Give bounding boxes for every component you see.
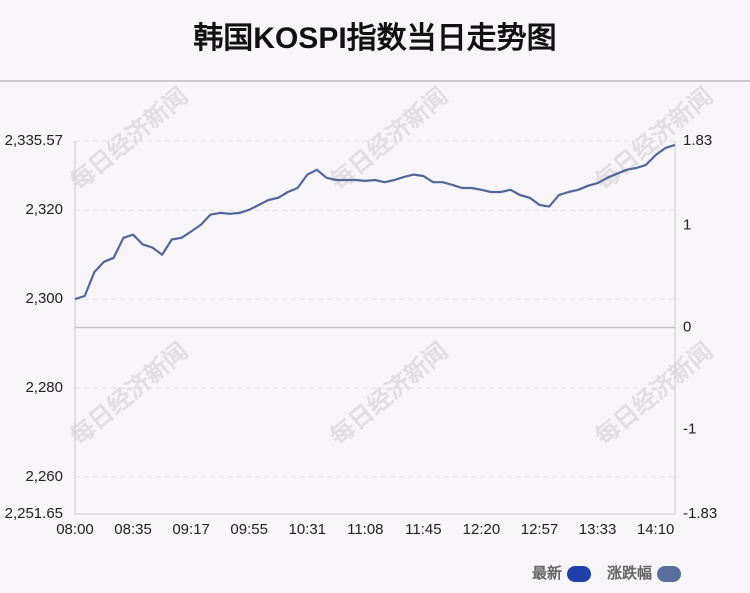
y2-tick-label: -1.83 [683,505,717,522]
y2-tick-label: -1 [683,420,696,437]
chart-title: 韩国KOSPI指数当日走势图 [193,22,556,55]
legend-label: 最新 [532,564,562,582]
x-tick-label: 13:33 [579,521,617,538]
x-tick-label: 09:17 [172,521,210,538]
y2-tick-label: 1.83 [683,132,712,149]
x-tick-label: 12:57 [521,521,559,538]
legend-label: 涨跌幅 [607,564,652,582]
y-tick-label: 2,251.65 [5,505,63,522]
x-tick-label: 10:31 [288,521,326,538]
legend-swatch [567,566,592,582]
x-tick-label: 11:08 [347,521,383,538]
y-tick-label: 2,280 [25,379,63,396]
y-tick-label: 2,260 [25,468,63,485]
x-tick-label: 14:10 [637,521,675,538]
x-tick-label: 11:45 [405,521,441,538]
legend-swatch [657,566,682,582]
x-tick-label: 08:00 [56,521,94,538]
x-tick-label: 08:35 [114,521,152,538]
x-tick-label: 12:20 [463,521,501,538]
y2-tick-label: 0 [683,318,691,335]
y-tick-label: 2,320 [25,201,63,218]
y-tick-label: 2,300 [25,290,63,307]
price-line [74,143,676,301]
y-tick-label: 2,335.57 [5,132,63,149]
y2-tick-label: 1 [683,217,691,234]
x-tick-label: 09:55 [230,521,268,538]
